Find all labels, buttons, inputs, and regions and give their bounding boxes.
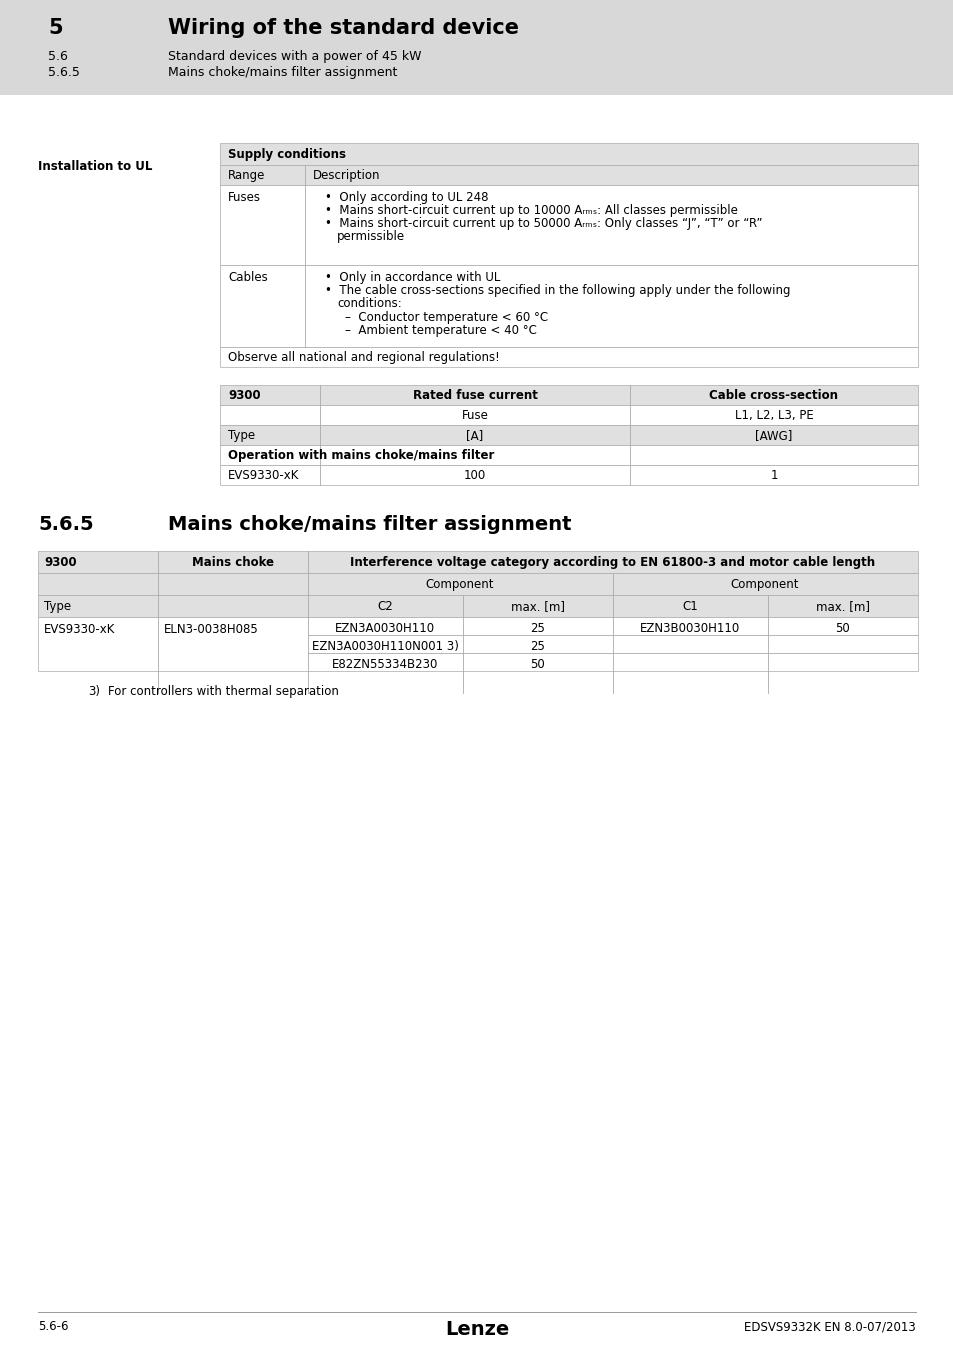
- Text: •  The cable cross-sections specified in the following apply under the following: • The cable cross-sections specified in …: [325, 284, 790, 297]
- Text: EZN3B0030H110: EZN3B0030H110: [639, 622, 740, 634]
- Text: 50: 50: [530, 657, 545, 671]
- Bar: [220, 185, 917, 265]
- Text: Component: Component: [425, 578, 494, 591]
- Text: 25: 25: [530, 640, 545, 653]
- Text: L1, L2, L3, PE: L1, L2, L3, PE: [734, 409, 813, 423]
- Text: Rated fuse current: Rated fuse current: [412, 389, 537, 402]
- Text: 25: 25: [530, 622, 545, 634]
- Text: Operation with mains choke/mains filter: Operation with mains choke/mains filter: [228, 450, 494, 462]
- Bar: [220, 446, 917, 464]
- Text: 5.6.5: 5.6.5: [48, 66, 80, 80]
- Text: •  Mains short-circuit current up to 50000 Aᵣₘₛ: Only classes “J”, “T” or “R”: • Mains short-circuit current up to 5000…: [325, 217, 761, 230]
- Text: Fuse: Fuse: [461, 409, 488, 423]
- Text: EDSVS9332K EN 8.0-07/2013: EDSVS9332K EN 8.0-07/2013: [743, 1320, 915, 1332]
- Text: EZN3A0030H110: EZN3A0030H110: [335, 622, 435, 634]
- Text: Mains choke/mains filter assignment: Mains choke/mains filter assignment: [168, 66, 397, 80]
- Text: Lenze: Lenze: [444, 1320, 509, 1339]
- Text: C1: C1: [681, 599, 698, 613]
- Text: Interference voltage category according to EN 61800-3 and motor cable length: Interference voltage category according …: [350, 556, 875, 568]
- Bar: [220, 405, 917, 425]
- Bar: [0, 0, 953, 95]
- Text: Fuses: Fuses: [228, 190, 261, 204]
- Text: EVS9330-xK: EVS9330-xK: [228, 468, 299, 482]
- Text: Mains choke: Mains choke: [192, 556, 274, 568]
- Text: 9300: 9300: [228, 389, 260, 402]
- Text: E82ZN55334B230: E82ZN55334B230: [332, 657, 437, 671]
- Text: Standard devices with a power of 45 kW: Standard devices with a power of 45 kW: [168, 50, 421, 63]
- Text: –  Conductor temperature < 60 °C: – Conductor temperature < 60 °C: [345, 310, 548, 324]
- Text: 100: 100: [463, 468, 486, 482]
- Bar: [220, 165, 917, 185]
- Text: Installation to UL: Installation to UL: [38, 161, 152, 173]
- Text: 5.6-6: 5.6-6: [38, 1320, 69, 1332]
- Text: Supply conditions: Supply conditions: [228, 148, 346, 161]
- Text: Cables: Cables: [228, 271, 268, 284]
- Text: 50: 50: [835, 622, 849, 634]
- Text: 5.6: 5.6: [48, 50, 68, 63]
- Text: Type: Type: [44, 599, 71, 613]
- Text: •  Mains short-circuit current up to 10000 Aᵣₘₛ: All classes permissible: • Mains short-circuit current up to 1000…: [325, 204, 737, 217]
- Text: max. [m]: max. [m]: [511, 599, 564, 613]
- Text: ELN3-0038H085: ELN3-0038H085: [164, 622, 258, 636]
- Text: Mains choke/mains filter assignment: Mains choke/mains filter assignment: [168, 514, 571, 535]
- Bar: [220, 347, 917, 367]
- Bar: [220, 143, 917, 165]
- Text: Range: Range: [228, 169, 265, 182]
- Text: Observe all national and regional regulations!: Observe all national and regional regula…: [228, 351, 499, 364]
- Text: 9300: 9300: [44, 556, 76, 568]
- Bar: [220, 464, 917, 485]
- Text: –  Ambient temperature < 40 °C: – Ambient temperature < 40 °C: [345, 324, 537, 338]
- Bar: [38, 617, 917, 671]
- Bar: [38, 551, 917, 572]
- Text: For controllers with thermal separation: For controllers with thermal separation: [108, 684, 338, 698]
- Text: [AWG]: [AWG]: [755, 429, 792, 441]
- Text: 5: 5: [48, 18, 63, 38]
- Text: [A]: [A]: [466, 429, 483, 441]
- Text: 3): 3): [88, 684, 100, 698]
- Bar: [220, 385, 917, 405]
- Text: EVS9330-xK: EVS9330-xK: [44, 622, 115, 636]
- Text: •  Only in accordance with UL: • Only in accordance with UL: [325, 271, 500, 284]
- Text: Cable cross-section: Cable cross-section: [709, 389, 838, 402]
- Bar: [38, 572, 917, 595]
- Text: 5.6.5: 5.6.5: [38, 514, 93, 535]
- Text: permissible: permissible: [336, 230, 405, 243]
- Text: 1: 1: [769, 468, 777, 482]
- Text: Type: Type: [228, 429, 254, 441]
- Text: Wiring of the standard device: Wiring of the standard device: [168, 18, 518, 38]
- Text: Description: Description: [313, 169, 380, 182]
- Text: C2: C2: [376, 599, 393, 613]
- Text: •  Only according to UL 248: • Only according to UL 248: [325, 190, 488, 204]
- Bar: [220, 425, 917, 446]
- Bar: [38, 595, 917, 617]
- Text: conditions:: conditions:: [336, 297, 401, 310]
- Text: Component: Component: [730, 578, 799, 591]
- Text: max. [m]: max. [m]: [815, 599, 869, 613]
- Text: EZN3A0030H110N001 3): EZN3A0030H110N001 3): [312, 640, 458, 653]
- Bar: [220, 265, 917, 347]
